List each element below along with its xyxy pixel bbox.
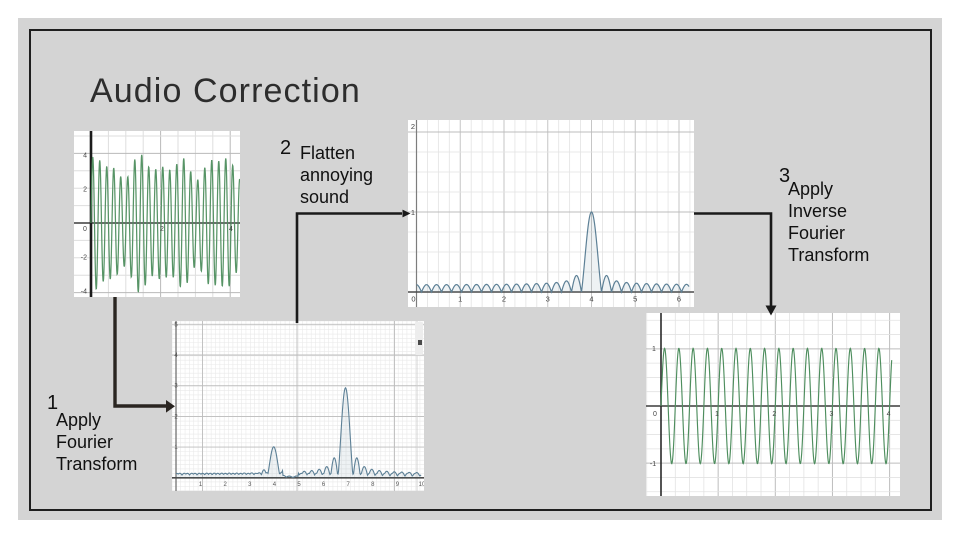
- svg-text:3: 3: [830, 411, 834, 418]
- svg-text:4: 4: [589, 295, 593, 304]
- svg-text:4: 4: [229, 226, 233, 233]
- svg-text:1: 1: [411, 208, 415, 217]
- svg-text:2: 2: [160, 226, 164, 233]
- svg-text:4: 4: [174, 353, 178, 359]
- svg-text:4: 4: [273, 482, 277, 488]
- svg-text:4: 4: [83, 153, 87, 160]
- svg-text:0: 0: [653, 411, 657, 418]
- svg-text:10: 10: [419, 482, 424, 488]
- svg-text:9: 9: [396, 482, 400, 488]
- svg-text:2: 2: [411, 122, 415, 131]
- svg-text:3: 3: [248, 482, 252, 488]
- svg-text:-2: -2: [81, 255, 87, 262]
- svg-text:8: 8: [371, 482, 375, 488]
- svg-text:5: 5: [633, 295, 637, 304]
- svg-text:1: 1: [458, 295, 462, 304]
- svg-text:0: 0: [83, 226, 87, 233]
- svg-text:2: 2: [502, 295, 506, 304]
- svg-text:3: 3: [174, 383, 178, 389]
- svg-text:-4: -4: [81, 289, 87, 296]
- svg-text:1: 1: [715, 411, 719, 418]
- svg-text:2: 2: [224, 482, 228, 488]
- svg-text:1: 1: [174, 445, 178, 451]
- svg-text:5: 5: [297, 482, 301, 488]
- svg-text:3: 3: [546, 295, 550, 304]
- svg-text:1: 1: [199, 482, 203, 488]
- svg-text:5: 5: [174, 322, 178, 328]
- svg-text:6: 6: [677, 295, 681, 304]
- svg-text:-1: -1: [650, 461, 656, 468]
- svg-text:4: 4: [887, 411, 891, 418]
- svg-text:2: 2: [772, 411, 776, 418]
- svg-text:6: 6: [322, 482, 326, 488]
- svg-text:7: 7: [347, 482, 351, 488]
- svg-text:1: 1: [652, 346, 656, 353]
- svg-text:2: 2: [174, 414, 178, 420]
- svg-text:2: 2: [83, 187, 87, 194]
- svg-text:0: 0: [411, 295, 415, 304]
